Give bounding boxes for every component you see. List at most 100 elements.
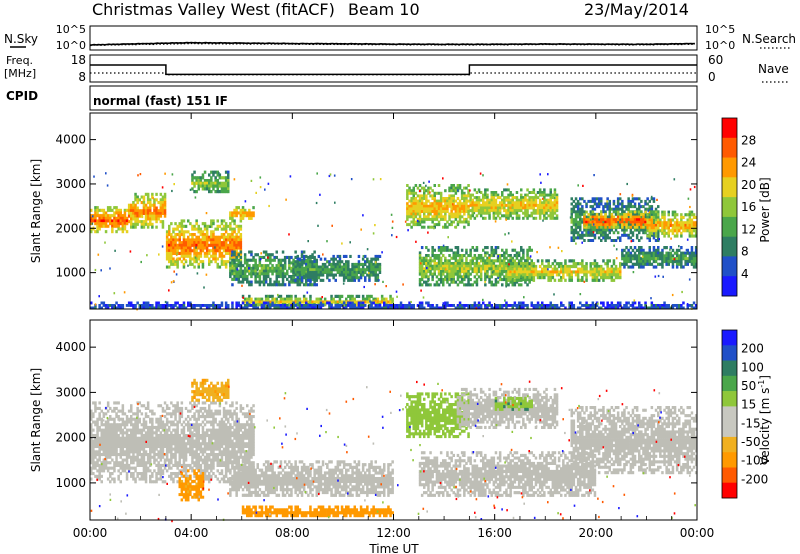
power-cell — [437, 254, 441, 258]
power-cell — [229, 251, 232, 255]
power-cell — [311, 277, 314, 281]
power-cell — [456, 186, 460, 190]
power-cell — [444, 204, 447, 208]
power-cell — [227, 170, 230, 174]
power-cell — [526, 262, 529, 266]
power-cell — [492, 201, 496, 205]
power-cell — [248, 250, 251, 254]
power-cell — [509, 211, 512, 215]
power-cell — [667, 304, 670, 307]
power-cell — [134, 203, 137, 207]
power-cell — [423, 197, 426, 200]
power-cell — [361, 304, 365, 307]
power-cell — [193, 243, 196, 247]
power-cell — [680, 306, 683, 310]
power-cell — [490, 283, 493, 287]
power-cell — [197, 251, 200, 255]
power-cell — [176, 301, 179, 305]
power-cell — [250, 297, 253, 301]
power-cell — [448, 278, 451, 282]
power-cell — [503, 278, 506, 282]
power-cell — [159, 192, 163, 196]
power-cell — [389, 304, 392, 307]
power-cell — [161, 225, 165, 229]
power-cell — [100, 208, 103, 212]
power-cell — [144, 214, 148, 218]
power-cell — [334, 268, 337, 272]
power-cell — [463, 220, 466, 224]
power-cell — [229, 266, 232, 270]
power-cell — [130, 203, 133, 207]
power-cell — [119, 208, 122, 212]
power-cell — [621, 262, 624, 266]
power-cell — [515, 280, 519, 284]
power-cell — [663, 257, 666, 261]
power-cell — [250, 304, 253, 307]
power-cell — [406, 210, 409, 213]
power-cell — [254, 264, 257, 268]
power-cell — [437, 202, 441, 206]
power-cell — [669, 223, 673, 227]
power-cell — [482, 216, 485, 220]
power-cell — [149, 304, 152, 307]
power-cell — [130, 222, 133, 226]
power-cell — [197, 235, 200, 239]
power-cell — [682, 221, 685, 225]
power-cell — [423, 215, 426, 219]
power-cell — [602, 233, 605, 237]
power-cell — [602, 273, 605, 277]
power-speckle — [129, 250, 132, 253]
power-cell — [374, 270, 377, 274]
power-cell — [334, 257, 337, 261]
power-cell — [248, 294, 251, 298]
power-cell — [313, 262, 316, 266]
power-cell — [648, 223, 651, 227]
freq-tick-bottom: 8 — [78, 70, 86, 84]
power-cell — [420, 197, 424, 200]
power-cell — [433, 215, 436, 219]
power-cell — [201, 184, 205, 188]
power-cell — [140, 304, 144, 307]
power-cell — [551, 201, 555, 205]
power-cell — [513, 211, 517, 215]
power-cell — [640, 213, 643, 216]
power-cell — [650, 229, 654, 233]
power-cell — [646, 236, 649, 240]
power-cell — [187, 301, 190, 305]
power-cell — [667, 306, 670, 310]
nave-tick-top: 60 — [708, 53, 723, 67]
power-cell — [283, 300, 287, 304]
power-cell — [608, 228, 611, 232]
power-cell — [330, 297, 333, 301]
power-cell — [184, 230, 188, 234]
power-cell — [404, 306, 407, 310]
power-cell — [309, 280, 312, 284]
power-cell — [585, 225, 588, 229]
power-cell — [553, 201, 557, 205]
power-cell — [566, 273, 569, 277]
power-cell — [650, 254, 654, 258]
power-cell — [214, 304, 217, 307]
power-cell — [589, 262, 592, 266]
power-cell — [538, 209, 542, 213]
power-cell — [433, 248, 436, 252]
power-cell — [170, 254, 173, 258]
power-cell — [579, 202, 582, 206]
power-cell — [583, 273, 586, 277]
power-cell — [562, 273, 565, 277]
power-cell — [427, 275, 430, 279]
power-cell — [208, 184, 211, 188]
power-cell — [606, 276, 609, 280]
power-cell — [197, 265, 200, 269]
power-cell — [220, 262, 224, 266]
power-cell — [657, 215, 660, 219]
power-cell — [479, 267, 483, 271]
power-cell — [454, 207, 458, 211]
power-cell — [300, 262, 304, 266]
power-cell — [492, 270, 496, 274]
power-cell — [376, 257, 380, 261]
power-cell — [237, 264, 240, 268]
power-cell — [199, 184, 203, 188]
power-cell — [669, 259, 673, 264]
power-cell — [414, 197, 418, 200]
